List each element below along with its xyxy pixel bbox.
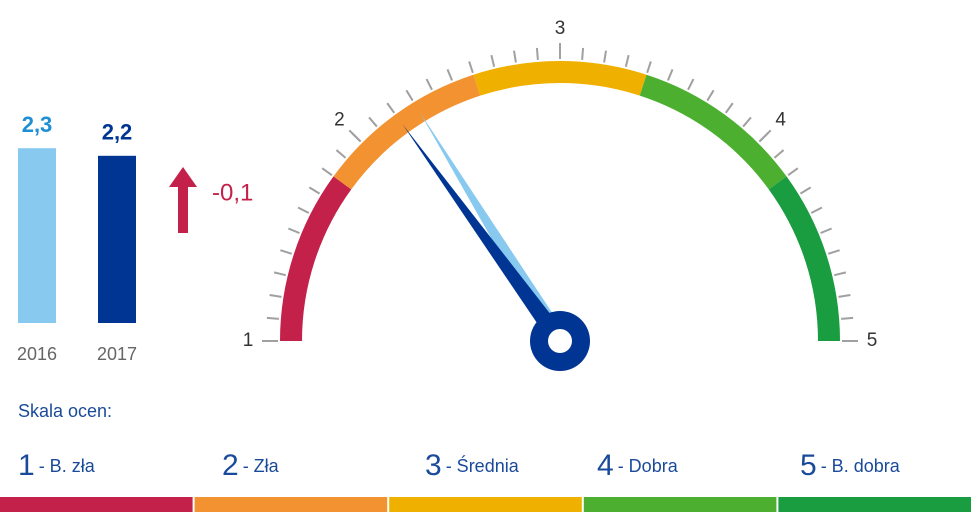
scale-strip (389, 497, 582, 512)
gauge-band (639, 74, 787, 190)
scale-number: 2 (222, 449, 239, 482)
minor-tick (773, 149, 785, 159)
minor-tick (841, 316, 854, 320)
minor-tick (273, 271, 287, 277)
scale-strip (194, 497, 388, 512)
gauge-tick-label: 1 (243, 330, 254, 351)
scale-strip (0, 497, 193, 512)
minor-tick (335, 149, 347, 159)
minor-tick (827, 249, 840, 255)
minor-tick (513, 50, 517, 63)
minor-tick (706, 89, 715, 102)
scale-strip (778, 497, 971, 512)
minor-tick (724, 102, 734, 114)
minor-tick (308, 186, 321, 195)
minor-tick (581, 47, 585, 60)
major-tick (758, 129, 772, 143)
scale-label: - Zła (243, 456, 280, 476)
change-arrow (169, 167, 197, 233)
gauge-tick-label: 4 (775, 109, 786, 130)
gauge-tick-label: 2 (334, 109, 345, 130)
minor-tick (646, 61, 652, 74)
minor-tick (838, 294, 851, 298)
minor-tick (833, 271, 847, 277)
scale-number: 4 (597, 449, 614, 482)
gauge-band (473, 60, 647, 96)
minor-tick (742, 116, 752, 128)
gauge-tick-label: 3 (555, 18, 566, 39)
minor-tick (297, 206, 310, 214)
bar (18, 148, 56, 323)
bar-value-label: 2,2 (102, 120, 133, 145)
scale-label: - B. zła (39, 456, 96, 476)
bar-value-label: 2,3 (22, 112, 53, 137)
gauge-band (280, 176, 352, 341)
minor-tick (468, 61, 474, 74)
minor-tick (810, 206, 823, 214)
minor-tick (535, 47, 539, 60)
gauge-band (768, 176, 840, 341)
scale-label: - Średnia (446, 455, 520, 476)
minor-tick (446, 68, 454, 81)
scale-item: 2- Zła (222, 449, 280, 482)
needle-hub-hole (548, 329, 572, 353)
minor-tick (287, 227, 300, 235)
minor-tick (269, 294, 282, 298)
minor-tick (386, 102, 396, 114)
minor-tick (368, 116, 378, 128)
minor-tick (799, 186, 812, 195)
minor-tick (425, 78, 433, 91)
minor-tick (603, 50, 607, 63)
scale-title: Skala ocen: (18, 401, 112, 421)
change-label: -0,1 (212, 179, 253, 206)
year-label: 2017 (97, 344, 137, 364)
minor-tick (787, 167, 799, 177)
needle (419, 112, 568, 346)
gauge-tick-label: 5 (867, 330, 878, 351)
minor-tick (666, 68, 674, 81)
scale-label: - Dobra (618, 456, 679, 476)
scale-item: 3- Średnia (425, 449, 520, 482)
minor-tick (490, 54, 496, 68)
scale-number: 3 (425, 449, 442, 482)
minor-tick (321, 167, 333, 177)
minor-tick (820, 227, 833, 235)
scale-item: 5- B. dobra (800, 449, 901, 482)
scale-item: 1- B. zła (18, 449, 96, 482)
year-label: 2016 (17, 344, 57, 364)
scale-number: 1 (18, 449, 35, 482)
minor-tick (687, 78, 695, 91)
minor-tick (405, 89, 414, 102)
minor-tick (624, 54, 630, 68)
minor-tick (266, 316, 279, 320)
needle (402, 124, 568, 347)
major-tick (348, 129, 362, 143)
bar (98, 155, 136, 323)
scale-label: - B. dobra (821, 456, 901, 476)
scale-item: 4- Dobra (597, 449, 679, 482)
gauge-band (333, 74, 481, 190)
scale-strip (583, 497, 777, 512)
scale-number: 5 (800, 449, 817, 482)
minor-tick (280, 249, 293, 255)
